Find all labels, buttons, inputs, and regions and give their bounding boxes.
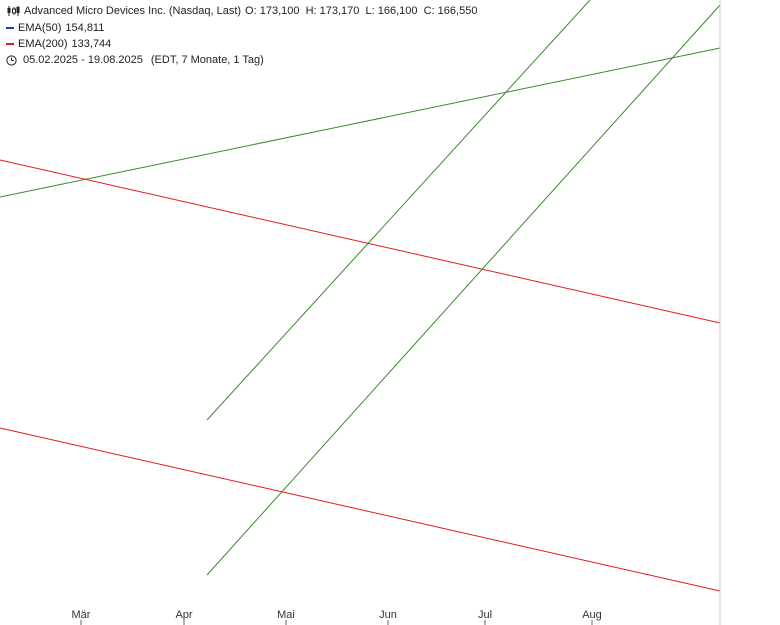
chart-title: Advanced Micro Devices Inc. (Nasdaq, Las… [24,5,242,17]
clock-icon [6,54,17,66]
ema50-legend: EMA(50) 154,811 [6,22,108,34]
period-note: (EDT, 7 Monate, 1 Tag) [150,54,264,66]
ema200-value: 133,744 [71,38,112,50]
x-tick-label: Aug [582,609,602,621]
period-range: 05.02.2025 - 19.08.2025 [23,54,143,66]
ema200-legend: EMA(200) 133,744 [6,38,115,50]
ema200-swatch [6,43,14,45]
ohlc-values: O: 173,100 H: 173,170 L: 166,100 C: 166,… [245,5,478,17]
long-trend-line [0,47,721,198]
x-tick-label: Apr [175,609,192,621]
ema50-label: EMA(50) [18,22,62,34]
candles-icon [6,6,20,16]
x-tick-label: Jun [379,609,397,621]
x-tick-label: Mär [72,609,91,621]
ema50-value: 154,811 [65,22,105,34]
x-tick-label: Mai [277,609,295,621]
downtrend-upper-line [0,159,721,324]
channel-lower-line [206,4,721,576]
downtrend-lower-line [0,427,721,592]
x-axis: Mär Apr Mai Jun Jul Aug [72,609,602,625]
y-axis: 74,00078,00082,00088,00094,000100,000120… [719,0,721,625]
title-line: Advanced Micro Devices Inc. (Nasdaq, Las… [6,5,481,17]
period-line: 05.02.2025 - 19.08.2025 (EDT, 7 Monate, … [6,54,268,66]
trend-lines [0,0,721,592]
channel-upper-line [206,0,591,421]
ema50-swatch [6,27,14,29]
x-tick-label: Jul [478,609,492,621]
ema200-label: EMA(200) [18,38,68,50]
